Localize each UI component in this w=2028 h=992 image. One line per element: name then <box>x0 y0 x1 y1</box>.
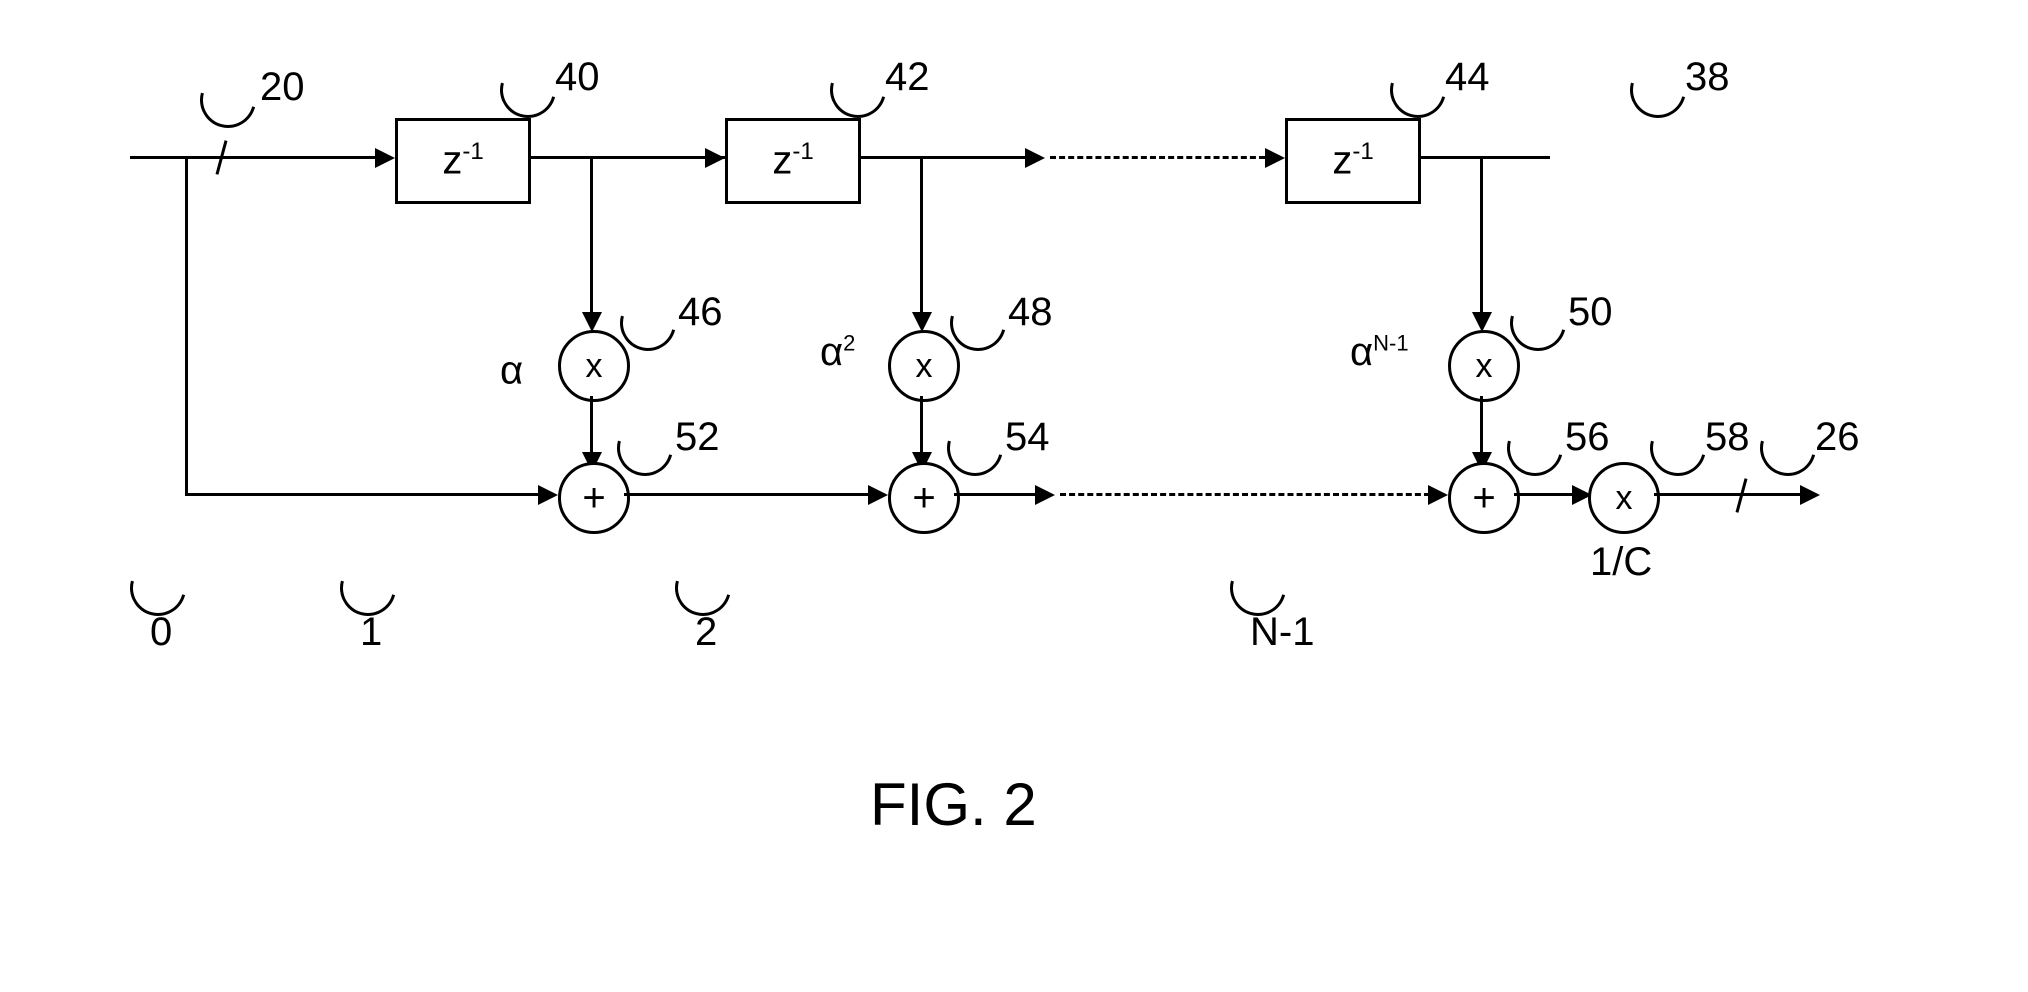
op-symbol: x <box>586 347 603 386</box>
wire <box>1654 493 1804 496</box>
arrow-icon <box>912 312 932 332</box>
op-symbol: + <box>582 476 605 521</box>
wire <box>185 493 550 496</box>
wire <box>855 156 1030 159</box>
arrow-icon <box>1265 148 1285 168</box>
arrow-icon <box>1025 148 1045 168</box>
op-symbol: + <box>1472 476 1495 521</box>
ref-number: 52 <box>675 415 720 460</box>
ref-number: 54 <box>1005 415 1050 460</box>
ref-number: 48 <box>1008 290 1053 335</box>
ref-hook <box>190 62 266 138</box>
ref-number: 44 <box>1445 55 1490 100</box>
wire-dashed <box>1060 493 1430 496</box>
wire <box>130 156 390 159</box>
arrow-icon <box>582 312 602 332</box>
arrow-icon <box>1428 485 1448 505</box>
coef-label: α <box>500 340 523 393</box>
arrow-icon <box>375 148 395 168</box>
multiplier-node: x <box>888 330 960 402</box>
coef-label: αN-1 <box>1350 330 1409 375</box>
delay-block: z-1 <box>725 118 861 204</box>
ref-number: 38 <box>1685 55 1730 100</box>
arrow-icon <box>868 485 888 505</box>
wire <box>525 156 725 159</box>
ref-number: 20 <box>260 65 305 110</box>
ref-number: 40 <box>555 55 600 100</box>
tap-index: 2 <box>695 610 717 655</box>
ref-number: 26 <box>1815 415 1860 460</box>
arrow-icon <box>538 485 558 505</box>
adder-node: + <box>558 462 630 534</box>
wire <box>920 158 923 318</box>
tap-index: N-1 <box>1250 610 1314 655</box>
delay-label: z-1 <box>772 138 813 183</box>
delay-label: z-1 <box>442 138 483 183</box>
coef-label: α2 <box>820 330 855 375</box>
op-symbol: + <box>912 476 935 521</box>
ref-number: 56 <box>1565 415 1610 460</box>
arrow-icon <box>1472 312 1492 332</box>
adder-node: + <box>888 462 960 534</box>
output-scale-node: x <box>1588 462 1660 534</box>
arrow-icon <box>1035 485 1055 505</box>
delay-block: z-1 <box>395 118 531 204</box>
wire <box>185 158 188 495</box>
wire <box>1480 158 1483 318</box>
arrow-icon <box>705 148 725 168</box>
multiplier-node: x <box>1448 330 1520 402</box>
op-symbol: x <box>1476 347 1493 386</box>
wire <box>624 493 884 496</box>
arrow-icon <box>1800 485 1820 505</box>
ref-number: 50 <box>1568 290 1613 335</box>
multiplier-node: x <box>558 330 630 402</box>
op-symbol: x <box>1616 479 1633 518</box>
tap-index: 0 <box>150 610 172 655</box>
wire <box>954 493 1039 496</box>
ref-number: 46 <box>678 290 723 335</box>
coef-label: 1/C <box>1590 540 1652 585</box>
adder-node: + <box>1448 462 1520 534</box>
ref-number: 58 <box>1705 415 1750 460</box>
wire-dashed <box>1050 156 1265 159</box>
delay-block: z-1 <box>1285 118 1421 204</box>
delay-label: z-1 <box>1332 138 1373 183</box>
wire <box>590 158 593 318</box>
ref-number: 42 <box>885 55 930 100</box>
figure-label: FIG. 2 <box>870 770 1037 839</box>
tap-index: 1 <box>360 610 382 655</box>
op-symbol: x <box>916 347 933 386</box>
diagram-canvas: FIG. 2 z-1 z-1 z-1 40 42 44 20 38 <box>0 0 2028 992</box>
